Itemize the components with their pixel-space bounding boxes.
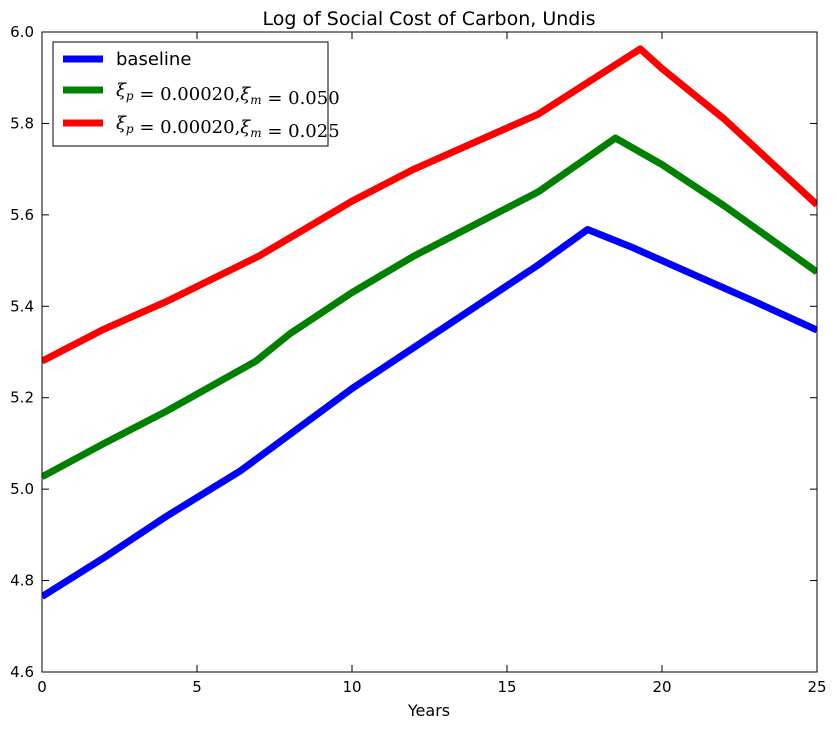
x-tick-label: 25 — [807, 678, 826, 696]
x-axis-title: Years — [407, 701, 450, 720]
x-tick-label: 0 — [37, 678, 47, 696]
y-tick-label: 4.6 — [10, 663, 34, 681]
y-tick-label: 5.4 — [10, 297, 34, 315]
legend: baseline ξp = 0.00020,ξm = 0.050 ξp = 0.00… — [52, 41, 340, 147]
series-layer — [42, 45, 817, 600]
y-tick-label: 5.2 — [10, 389, 34, 407]
y-tick-label: 5.0 — [10, 480, 34, 498]
x-tick-label: 15 — [497, 678, 516, 696]
y-tick-label: 5.8 — [10, 114, 34, 132]
legend-label-1: baseline — [116, 49, 191, 70]
tick-layer: 0 5 10 15 20 25 4.6 4.8 5.0 5.2 5.4 5.6 5.8 6.0 — [10, 23, 826, 696]
legend-label-3: ξp = 0.00020,ξm = 0.025 — [116, 113, 340, 142]
chart-title: Log of Social Cost of Carbon, Undis — [262, 8, 595, 30]
legend-label-2: ξp = 0.00020,ξm = 0.050 — [116, 80, 340, 109]
x-tick-label: 20 — [652, 678, 671, 696]
series-line-2 — [42, 134, 817, 480]
x-tick-label: 5 — [192, 678, 202, 696]
x-tick-label: 10 — [342, 678, 361, 696]
series-line-1 — [42, 225, 817, 600]
y-tick-label: 6.0 — [10, 23, 34, 41]
y-tick-label: 4.8 — [10, 572, 34, 590]
plot-area-frame — [41, 31, 818, 673]
y-tick-label: 5.6 — [10, 206, 34, 224]
series-line-3 — [42, 45, 817, 365]
